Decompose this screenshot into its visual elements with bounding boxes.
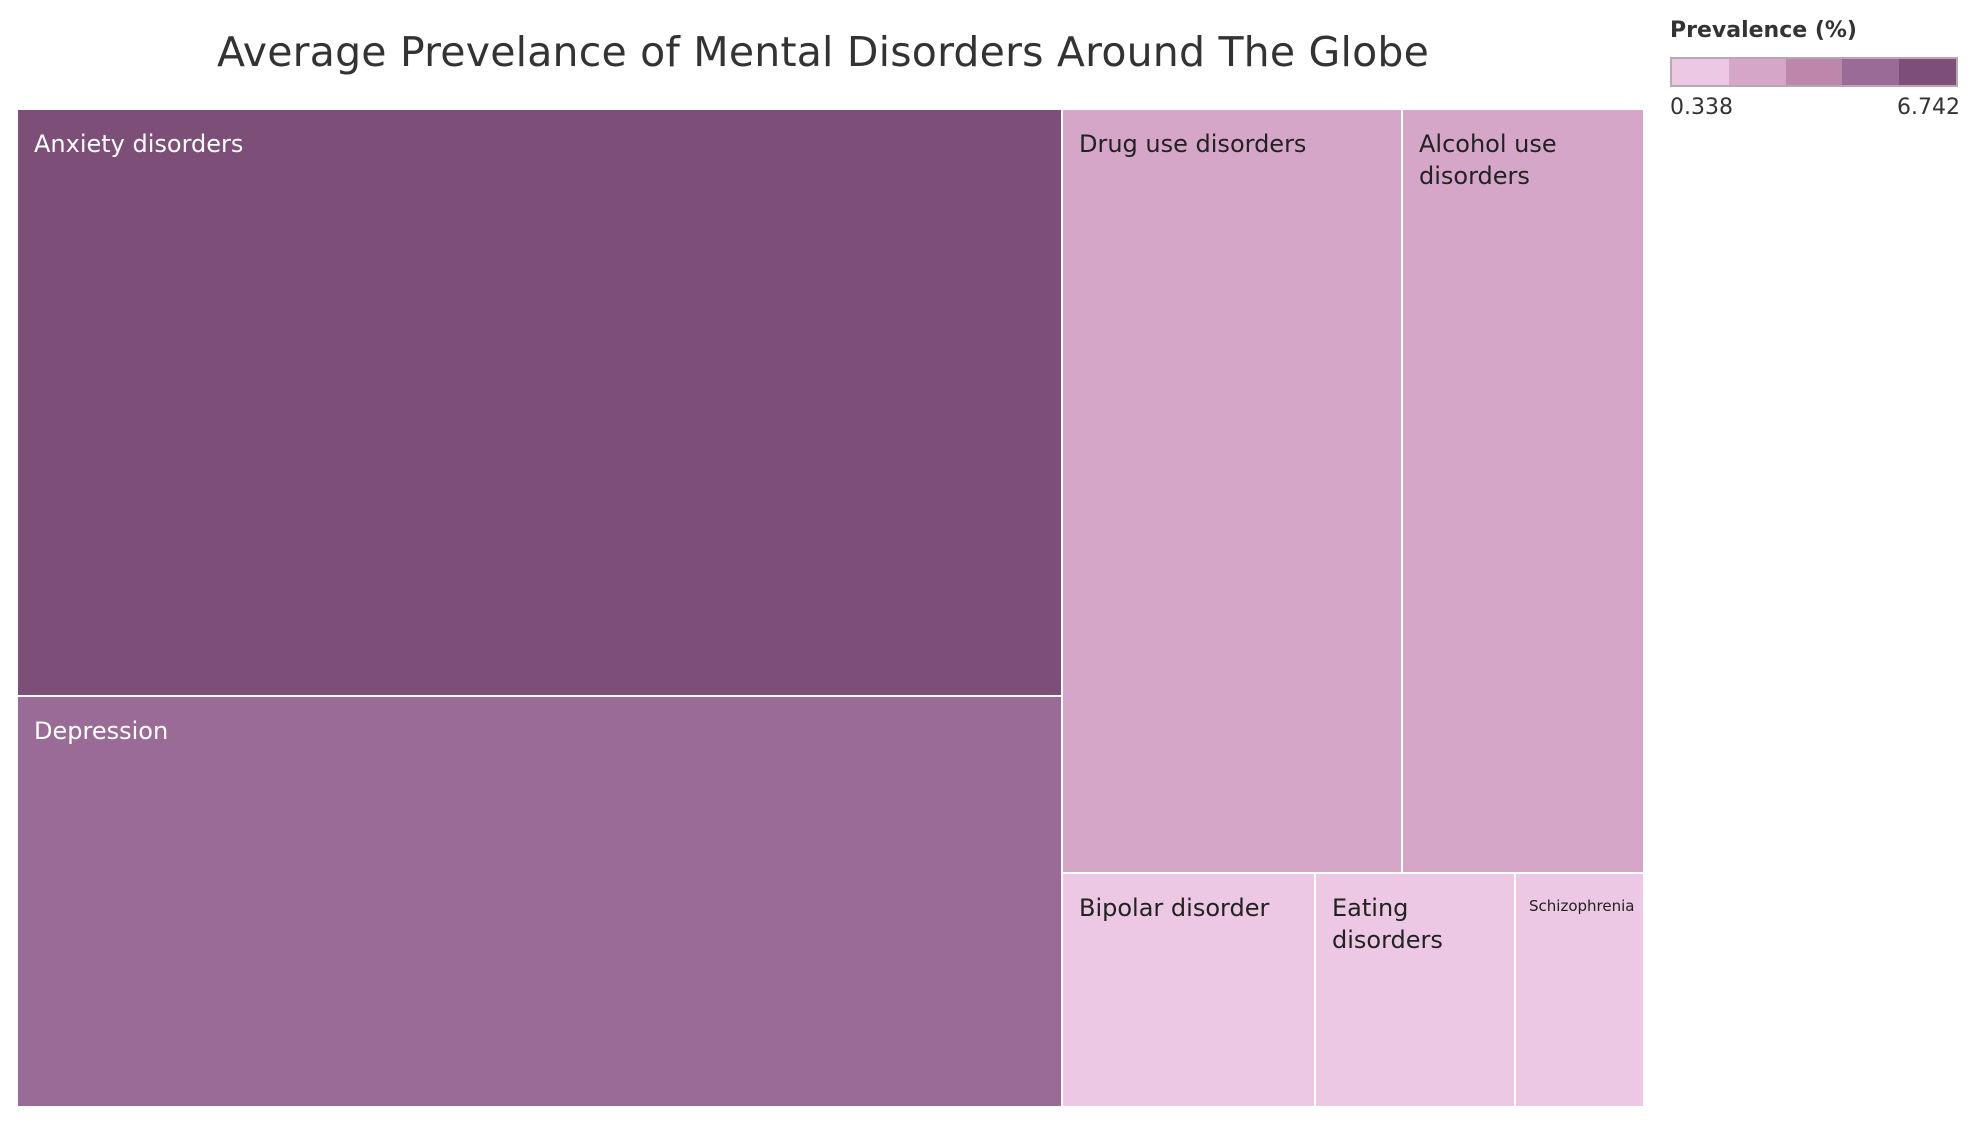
tile-depression[interactable]: Depression: [18, 697, 1063, 1108]
tile-label: Alcohol use disorders: [1419, 130, 1557, 190]
legend-min-label: 0.338: [1670, 95, 1733, 120]
tile-label: Drug use disorders: [1079, 130, 1307, 158]
tile-schizophrenia[interactable]: Schizophrenia: [1516, 874, 1645, 1108]
tile-alcohol-use-disorders[interactable]: Alcohol use disorders: [1403, 110, 1645, 874]
legend-ticks: 0.338 6.742: [1670, 95, 1960, 120]
legend-color-ramp: [1670, 57, 1958, 87]
tile-label: Anxiety disorders: [34, 130, 244, 158]
legend-swatch-1: [1672, 59, 1729, 85]
tile-label: Eating disorders: [1332, 894, 1443, 954]
legend-swatch-2: [1728, 59, 1786, 85]
tile-eating-disorders[interactable]: Eating disorders: [1316, 874, 1516, 1108]
tile-label: Schizophrenia: [1529, 897, 1635, 915]
tile-drug-use-disorders[interactable]: Drug use disorders: [1063, 110, 1403, 874]
legend-swatch-4: [1842, 59, 1900, 85]
legend-swatch-5: [1899, 59, 1956, 85]
chart-title: Average Prevelance of Mental Disorders A…: [216, 28, 1430, 76]
tile-label: Depression: [34, 717, 169, 745]
tile-bipolar-disorder[interactable]: Bipolar disorder: [1063, 874, 1316, 1108]
color-legend: Prevalence (%) 0.338 6.742: [1670, 18, 1960, 120]
treemap: Anxiety disorders Depression Drug use di…: [18, 110, 1645, 1108]
legend-swatch-3: [1785, 59, 1843, 85]
tile-label: Bipolar disorder: [1079, 894, 1270, 922]
legend-title: Prevalence (%): [1670, 18, 1857, 43]
legend-max-label: 6.742: [1897, 95, 1960, 120]
tile-anxiety-disorders[interactable]: Anxiety disorders: [18, 110, 1063, 697]
